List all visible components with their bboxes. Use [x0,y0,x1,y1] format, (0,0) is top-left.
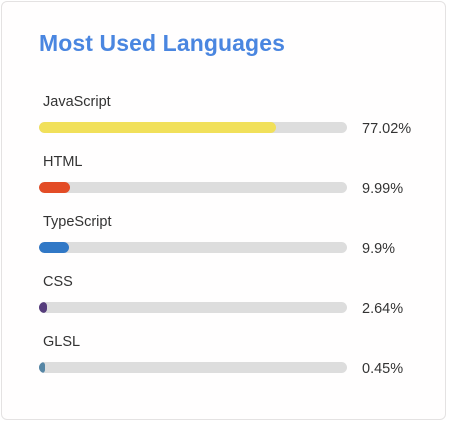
language-item-glsl: GLSL 0.45% [39,334,439,388]
language-name: HTML [43,154,83,170]
language-percent: 2.64% [362,301,404,317]
progress-track [39,302,347,313]
language-item-typescript: TypeScript 9.9% [39,214,439,268]
progress-track [39,122,347,133]
progress-fill [39,122,277,133]
language-item-css: CSS 2.64% [39,274,439,328]
language-name: CSS [43,274,73,290]
language-name: GLSL [43,334,81,350]
progress-track [39,182,347,193]
progress-fill [39,362,46,373]
progress-fill [39,242,70,253]
progress-track [39,362,347,373]
progress-fill [39,182,70,193]
progress-track [39,242,347,253]
progress-fill [39,302,48,313]
language-percent: 9.99% [362,181,404,197]
language-percent: 0.45% [362,361,404,377]
language-percent: 9.9% [362,241,396,257]
language-item-javascript: JavaScript 77.02% [39,94,439,148]
language-name: TypeScript [43,214,112,230]
card-title: Most Used Languages [39,30,285,56]
language-percent: 77.02% [362,121,412,137]
language-name: JavaScript [43,94,111,110]
language-item-html: HTML 9.99% [39,154,439,208]
